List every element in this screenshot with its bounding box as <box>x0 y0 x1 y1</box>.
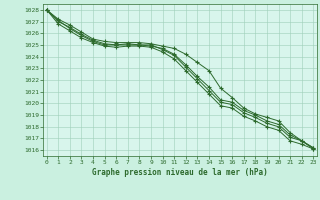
X-axis label: Graphe pression niveau de la mer (hPa): Graphe pression niveau de la mer (hPa) <box>92 168 268 177</box>
